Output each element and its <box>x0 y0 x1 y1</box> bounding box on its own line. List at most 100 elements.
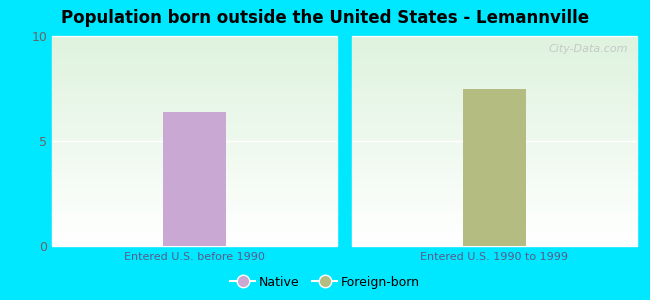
Bar <box>352 128 637 130</box>
Bar <box>52 221 337 223</box>
Bar <box>52 135 337 137</box>
Bar <box>52 120 337 122</box>
Bar <box>352 244 637 246</box>
Bar <box>52 240 337 242</box>
Bar <box>352 219 637 221</box>
Bar <box>352 189 637 191</box>
Bar <box>52 63 337 65</box>
Bar <box>352 175 637 177</box>
Bar <box>352 196 637 198</box>
Bar <box>52 242 337 244</box>
Bar <box>52 183 337 185</box>
Legend: Native, Foreign-born: Native, Foreign-born <box>225 271 425 294</box>
Bar <box>52 179 337 181</box>
Bar <box>352 191 637 194</box>
Bar <box>52 68 337 70</box>
Bar <box>352 88 637 91</box>
Bar <box>352 223 637 225</box>
Bar <box>352 135 637 137</box>
Bar <box>352 46 637 49</box>
Bar <box>52 141 337 143</box>
Bar <box>352 154 637 156</box>
Bar <box>352 206 637 208</box>
Bar <box>352 170 637 172</box>
Bar <box>52 145 337 147</box>
Bar <box>352 57 637 59</box>
Bar <box>352 141 637 143</box>
Bar <box>352 221 637 223</box>
Bar <box>352 124 637 126</box>
Bar <box>463 88 526 246</box>
Bar <box>52 185 337 187</box>
Bar <box>352 74 637 76</box>
Bar <box>352 110 637 112</box>
Bar <box>52 214 337 217</box>
Bar <box>52 130 337 133</box>
Bar <box>352 242 637 244</box>
Bar <box>352 168 637 170</box>
Bar <box>52 53 337 55</box>
Bar <box>52 156 337 158</box>
Bar <box>52 231 337 233</box>
Bar <box>52 40 337 42</box>
Bar <box>352 202 637 204</box>
Bar <box>52 88 337 91</box>
Bar <box>52 84 337 86</box>
Bar <box>52 208 337 210</box>
Bar <box>352 156 637 158</box>
Bar <box>52 229 337 231</box>
Bar <box>52 116 337 118</box>
Bar <box>52 65 337 68</box>
Bar <box>352 97 637 99</box>
Bar <box>52 164 337 166</box>
Bar <box>352 198 637 200</box>
Bar <box>52 72 337 74</box>
Bar <box>52 149 337 152</box>
Bar <box>352 236 637 238</box>
Bar <box>352 118 637 120</box>
Bar <box>352 51 637 53</box>
Bar <box>352 84 637 86</box>
Bar <box>52 51 337 53</box>
Bar <box>52 36 337 38</box>
Bar <box>52 103 337 105</box>
Bar <box>352 82 637 84</box>
Bar <box>52 86 337 88</box>
Bar <box>52 101 337 103</box>
Bar <box>352 179 637 181</box>
Bar <box>52 244 337 246</box>
Bar <box>52 168 337 170</box>
Bar <box>52 105 337 107</box>
Bar <box>52 91 337 93</box>
Bar <box>52 196 337 198</box>
Text: Population born outside the United States - Lemannville: Population born outside the United State… <box>61 9 589 27</box>
Bar <box>352 137 637 139</box>
Bar <box>52 118 337 120</box>
Bar <box>352 139 637 141</box>
Bar <box>352 217 637 219</box>
Bar <box>52 210 337 212</box>
Bar <box>163 112 226 246</box>
Bar <box>352 80 637 82</box>
Bar <box>52 227 337 229</box>
Bar <box>52 198 337 200</box>
Bar <box>352 101 637 103</box>
Bar <box>352 152 637 154</box>
Bar <box>52 233 337 236</box>
Bar <box>52 172 337 175</box>
Bar <box>52 55 337 57</box>
Bar <box>352 166 637 168</box>
Bar <box>352 55 637 57</box>
Bar <box>352 112 637 114</box>
Bar <box>52 74 337 76</box>
Bar <box>352 38 637 40</box>
Bar <box>52 175 337 177</box>
Bar <box>52 70 337 72</box>
Bar <box>352 126 637 128</box>
Bar <box>352 160 637 162</box>
Bar <box>52 46 337 49</box>
Bar <box>352 63 637 65</box>
Bar <box>352 130 637 133</box>
Bar <box>352 225 637 227</box>
Bar <box>352 143 637 145</box>
